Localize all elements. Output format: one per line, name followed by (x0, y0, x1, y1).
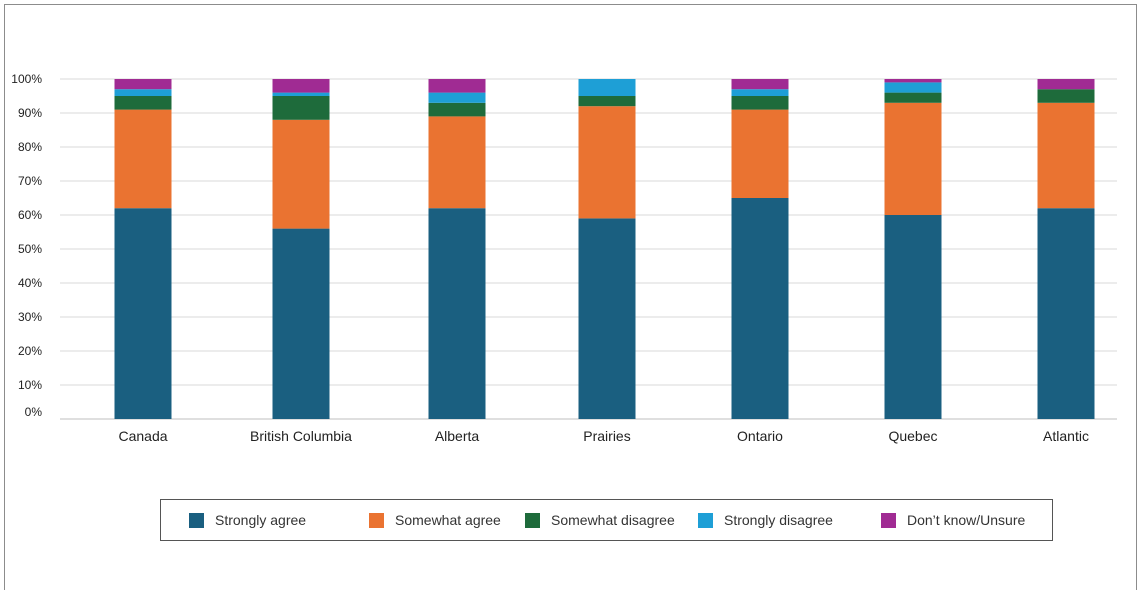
bar-segment (1037, 79, 1095, 90)
bar-segment (884, 102, 942, 215)
bar-segment (1037, 89, 1095, 103)
bar-segment (428, 92, 486, 103)
legend-swatch (525, 512, 540, 528)
bar-segment (272, 92, 330, 96)
bar-segment (884, 92, 942, 103)
bar-segment (884, 79, 942, 83)
bar-segment (114, 96, 172, 110)
bar-segment (884, 215, 942, 419)
bar-segment (114, 208, 172, 419)
x-tick-label: British Columbia (250, 428, 352, 444)
legend-item: Don’t know/Unsure (881, 500, 1025, 540)
x-tick-label: Canada (118, 428, 167, 444)
y-tick-label: 80% (18, 140, 42, 154)
y-tick-label: 100% (11, 72, 42, 86)
bar-segment (114, 79, 172, 90)
y-tick-label: 0% (25, 405, 43, 419)
bar-segment (731, 89, 789, 96)
bar-segment (428, 116, 486, 209)
bar-segment (428, 79, 486, 93)
legend-swatch (189, 512, 204, 528)
y-tick-label: 40% (18, 276, 42, 290)
bar-segment (272, 119, 330, 229)
bar-segment (731, 79, 789, 90)
bar-segment (578, 106, 636, 219)
legend-item: Somewhat agree (369, 500, 501, 540)
legend-label: Strongly agree (215, 512, 307, 528)
chart-frame (4, 4, 1137, 590)
y-tick-label: 60% (18, 208, 42, 222)
bar-segment (1037, 102, 1095, 209)
legend-label: Somewhat disagree (551, 512, 675, 528)
y-tick-label: 70% (18, 174, 42, 188)
bar-segment (884, 82, 942, 93)
bar-segment (578, 96, 636, 107)
bar-segment (272, 79, 330, 93)
legend-label: Somewhat agree (395, 512, 501, 528)
bar-segment (731, 198, 789, 419)
bars (114, 79, 1095, 419)
y-tick-label: 20% (18, 344, 42, 358)
y-tick-label: 10% (18, 378, 42, 392)
x-tick-label: Ontario (737, 428, 783, 444)
bar-segment (578, 218, 636, 419)
bar-segment (272, 96, 330, 120)
x-axis-labels: Canada British Columbia Alberta Prairies Ont… (118, 428, 1088, 444)
y-tick-label: 90% (18, 106, 42, 120)
bar-segment (731, 96, 789, 110)
x-tick-label: Prairies (583, 428, 630, 444)
legend-item: Strongly agree (189, 500, 306, 540)
legend-item: Somewhat disagree (525, 500, 675, 540)
y-tick-label: 30% (18, 310, 42, 324)
x-tick-label: Quebec (888, 428, 937, 444)
bar-segment (114, 89, 172, 96)
legend-swatch (881, 512, 896, 528)
bar-segment (272, 228, 330, 419)
legend-label: Don’t know/Unsure (907, 512, 1026, 528)
legend: Strongly agree Somewhat agree Somewhat dis… (160, 499, 1053, 541)
legend-swatch (698, 512, 713, 528)
bar-segment (731, 109, 789, 198)
y-axis-ticks: 0% 10% 20% 30% 40% 50% 60% 70% 80% 90% 100% (11, 72, 42, 419)
x-tick-label: Alberta (435, 428, 480, 444)
x-tick-label: Atlantic (1043, 428, 1089, 444)
legend-item: Strongly disagree (698, 500, 833, 540)
y-tick-label: 50% (18, 242, 42, 256)
legend-label: Strongly disagree (724, 512, 833, 528)
bar-segment (428, 208, 486, 419)
bar-segment (1037, 208, 1095, 419)
bar-segment (428, 102, 486, 117)
legend-swatch (369, 512, 384, 528)
bar-segment (114, 109, 172, 209)
bar-segment (578, 79, 636, 96)
